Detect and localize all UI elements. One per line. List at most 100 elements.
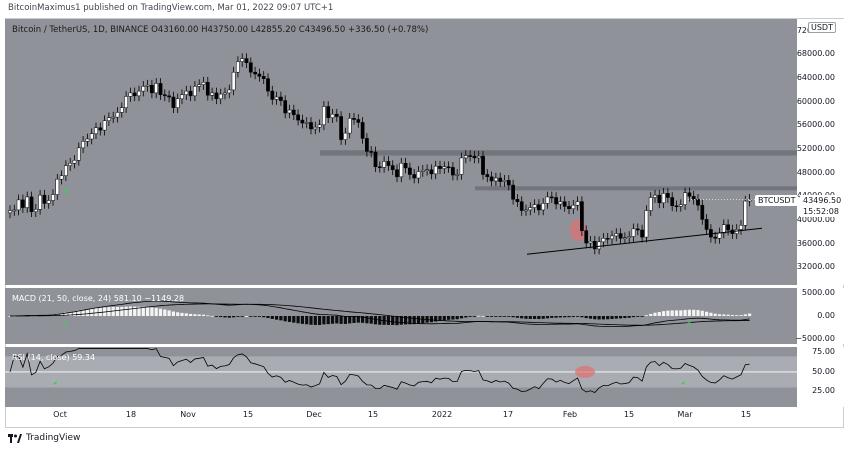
macd-histogram-bar — [283, 316, 287, 322]
candle — [575, 196, 580, 211]
candle — [721, 219, 726, 239]
candle-body — [532, 204, 537, 208]
candle-body — [468, 155, 472, 157]
candle-body — [601, 238, 606, 243]
macd-histogram-bar — [739, 315, 743, 316]
macd-histogram-bar — [395, 316, 399, 326]
currency-badge[interactable]: USDT — [808, 22, 836, 33]
candle-body — [416, 171, 421, 179]
candle-body — [494, 177, 498, 182]
candle-body — [197, 84, 202, 87]
candle — [25, 191, 30, 213]
candle-body — [455, 174, 460, 176]
candle-body — [119, 107, 124, 113]
macd-histogram-bar — [649, 313, 653, 316]
candle-body — [403, 162, 408, 169]
candle-body — [25, 196, 30, 208]
macd-histogram-bar — [429, 316, 433, 323]
macd-histogram-bar — [391, 316, 395, 325]
candle-body — [154, 83, 159, 94]
price-chart-svg — [8, 53, 797, 255]
macd-histogram-bar — [180, 312, 184, 316]
candle-body — [115, 112, 120, 118]
candle-body — [571, 204, 576, 209]
candle-body — [279, 96, 283, 101]
candle — [485, 169, 490, 183]
macd-histogram-bar — [232, 316, 236, 318]
macd-histogram-bar — [244, 315, 249, 317]
candle-body — [244, 58, 249, 63]
candle-body — [205, 81, 210, 96]
candle — [648, 192, 653, 216]
candle — [369, 146, 374, 158]
candle — [571, 199, 576, 215]
macd-pane[interactable] — [5, 288, 797, 344]
candle — [274, 91, 279, 105]
rsi-axis-tick: 50.00 — [812, 366, 835, 376]
macd-histogram-bar — [606, 316, 610, 320]
candle — [739, 219, 743, 235]
candle-body — [648, 197, 653, 211]
candle-body — [408, 167, 412, 175]
publisher-header: BitcoinMaximus1 published on TradingView… — [8, 3, 334, 13]
footer-brand[interactable]: TradingView — [8, 433, 80, 443]
candle — [709, 224, 713, 243]
candle-body — [386, 161, 391, 166]
macd-histogram-bar — [262, 316, 266, 318]
candle — [640, 224, 644, 243]
candle-body — [210, 92, 214, 96]
candle — [524, 204, 528, 216]
candle — [309, 117, 313, 135]
candle-body — [666, 193, 670, 198]
macd-histogram-bar — [683, 309, 687, 316]
macd-histogram-bar — [163, 309, 167, 316]
macd-histogram-bar — [550, 316, 554, 318]
candle-body — [691, 196, 696, 200]
candle-body — [150, 84, 154, 94]
macd-histogram-bar — [249, 316, 253, 317]
candle-body — [236, 61, 240, 73]
rsi-pane[interactable] — [5, 347, 797, 407]
candle-body — [240, 58, 245, 62]
candle-body — [266, 78, 270, 92]
price-axis-tick: 48000.00 — [796, 167, 835, 177]
candle-body — [481, 155, 485, 175]
macd-histogram-bar — [679, 310, 683, 316]
candle — [98, 122, 103, 136]
macd-histogram-bar — [438, 316, 442, 321]
candle — [141, 81, 146, 97]
candle-body — [631, 228, 636, 237]
candle — [537, 199, 541, 216]
candle — [360, 117, 365, 144]
price-axis-tick: 32000.00 — [796, 262, 835, 272]
candle — [72, 154, 77, 169]
candle — [244, 53, 249, 69]
candle-body — [180, 94, 184, 100]
macd-histogram-bar — [730, 315, 734, 316]
candle-body — [214, 92, 219, 100]
candle — [408, 162, 412, 180]
candle-body — [657, 194, 662, 204]
candle — [519, 196, 524, 216]
macd-histogram-bar — [399, 316, 403, 325]
macd-histogram-bar — [644, 315, 648, 317]
low-label: L — [250, 25, 256, 35]
candle — [240, 53, 245, 67]
macd-histogram-bar — [412, 316, 416, 325]
candle — [197, 79, 202, 92]
candle — [386, 156, 391, 171]
candle-body — [545, 196, 550, 204]
candle-body — [158, 83, 163, 95]
candle-body — [554, 197, 558, 205]
ascending-support-line — [526, 227, 763, 255]
macd-histogram-bar — [348, 316, 352, 324]
candle-body — [360, 122, 365, 139]
macd-histogram-bar — [197, 314, 201, 316]
candle-body — [184, 90, 189, 95]
price-pane[interactable] — [5, 19, 797, 285]
macd-histogram-bar — [447, 316, 451, 320]
candle — [623, 232, 627, 244]
red-highlight-zone — [575, 365, 595, 378]
candle — [46, 195, 51, 209]
candle — [347, 112, 352, 139]
